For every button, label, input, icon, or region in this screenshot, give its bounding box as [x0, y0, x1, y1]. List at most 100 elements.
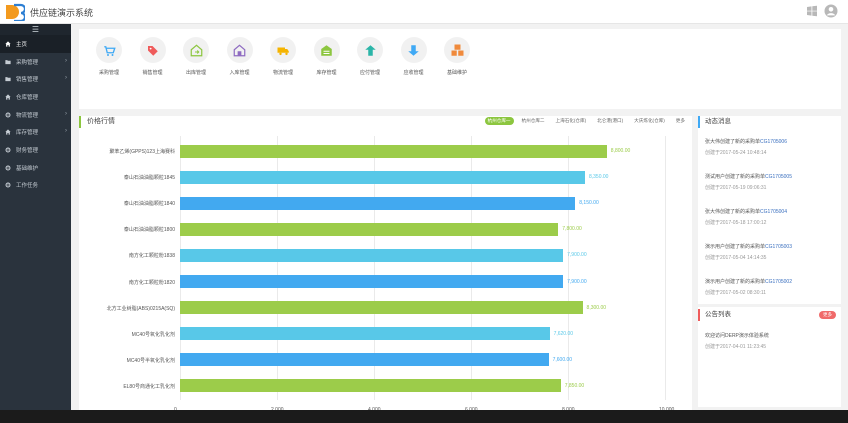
bar[interactable] — [180, 196, 576, 210]
toolbar-button-8[interactable]: 基础维护 — [437, 37, 477, 76]
news-order-link[interactable]: CG1705006 — [760, 139, 787, 145]
bar[interactable] — [180, 248, 564, 262]
toolbar-button-label: 采购管理 — [98, 70, 119, 76]
price-tabs: 杭州仓库一 杭州仓库二 上海石化(仓库) 北仑港(港口) 大庆炼化(仓库) 更多 — [484, 117, 688, 125]
bar-value-label: 8,350.00 — [588, 174, 609, 181]
bar-value-label: 7,600.00 — [552, 356, 573, 363]
sidebar-item-label: 物流管理 — [16, 112, 39, 119]
news-panel-title: 动态消息 — [698, 116, 731, 128]
sidebar: ☰ 主页 采购管理 › 销售管理 › 仓库管理 物流管理 › 库存管理 › 财务管理 基础维护 工作任务 — [0, 24, 71, 410]
x-gridline — [374, 136, 375, 400]
bar[interactable] — [180, 379, 561, 393]
toolbar-button-3[interactable]: 入库管理 — [220, 37, 260, 76]
bar-value-label: 7,800.00 — [562, 226, 582, 233]
sidebar-toggle-icon[interactable]: ☰ — [0, 24, 71, 35]
bar[interactable] — [180, 301, 583, 315]
bar[interactable] — [180, 353, 549, 367]
price-tab-2[interactable]: 上海石化(仓库) — [555, 118, 587, 123]
news-time: 创建于2017-05-02 08:30:11 — [705, 290, 767, 296]
bar[interactable] — [180, 222, 559, 236]
bar[interactable] — [180, 327, 550, 341]
news-text-prefix: 演示用户创建了新的采购单 — [705, 279, 766, 285]
news-item[interactable]: 演示用户创建了新的采购单CG1705003 创建于2017-05-04 14:14… — [705, 243, 837, 261]
price-tab-1[interactable]: 杭州仓库二 — [521, 118, 545, 123]
toolbar-button-1[interactable]: 销售管理 — [133, 37, 173, 76]
price-tab-3[interactable]: 北仑港(港口) — [597, 118, 624, 123]
sidebar-item-7[interactable]: 基础维护 — [0, 159, 71, 177]
toolbar-button-5[interactable]: 库存管理 — [307, 37, 347, 76]
announcement-time: 创建于2017-04-01 11:23:45 — [705, 344, 767, 350]
storage-icon — [313, 37, 340, 63]
chevron-right-icon: › — [65, 57, 67, 64]
home-icon — [5, 94, 11, 100]
toolbar-button-7[interactable]: 应收管理 — [394, 37, 434, 76]
bar-value-label: 7,850.00 — [564, 382, 585, 389]
sidebar-item-3[interactable]: 仓库管理 — [0, 88, 71, 106]
bar-category-label: MC40号氧化乳化剂 — [131, 331, 175, 338]
news-order-link[interactable]: CG1705005 — [765, 174, 792, 180]
windows-icon[interactable] — [806, 5, 818, 17]
toolbar-button-label: 应付管理 — [359, 70, 380, 76]
gear-icon — [5, 182, 11, 188]
toolbar-button-label: 应收管理 — [403, 70, 424, 76]
news-order-link[interactable]: CG1705002 — [765, 279, 792, 285]
news-time: 创建于2017-05-24 10:48:14 — [705, 150, 767, 156]
sidebar-item-label: 工作任务 — [16, 183, 39, 190]
bar-category-label: 南方化工颗粒粉1838 — [128, 253, 175, 260]
news-text: 张大伟创建了新的采购单CG1705006 — [705, 138, 837, 145]
announcement-panel-title: 公告列表 — [698, 309, 731, 321]
bar[interactable] — [180, 170, 585, 184]
price-tab-5[interactable]: 更多 — [675, 118, 685, 123]
announcement-item[interactable]: 欢迎访问DERP演示体验系统 创建于2017-04-01 11:23:45 — [705, 332, 769, 350]
sidebar-item-label: 采购管理 — [16, 59, 39, 66]
sidebar-item-5[interactable]: 库存管理 › — [0, 123, 71, 141]
toolbar-button-label: 基础维护 — [446, 70, 467, 76]
chevron-right-icon: › — [65, 128, 67, 135]
news-item[interactable]: 测试用户创建了新的采购单CG1705005 创建于2017-05-19 09:06… — [705, 173, 837, 191]
price-tab-4[interactable]: 大庆炼化(仓库) — [634, 118, 665, 123]
toolbar-button-6[interactable]: 应付管理 — [350, 37, 390, 76]
bar[interactable] — [180, 144, 607, 158]
news-order-link[interactable]: CG1705004 — [760, 209, 787, 215]
bar-value-label: 8,800.00 — [610, 148, 631, 154]
sidebar-item-2[interactable]: 销售管理 › — [0, 70, 71, 88]
warehouse-out-icon — [183, 37, 209, 63]
main-content: 采购管理 销售管理 出库管理 入库管理 物流管理 库存管理 应付管理 应收管理 基础维护 价格行… — [71, 24, 848, 414]
news-item[interactable]: 张大伟创建了新的采购单CG1705006 创建于2017-05-24 10:48:… — [705, 138, 837, 156]
news-item[interactable]: 张大伟创建了新的采购单CG1705004 创建于2017-05-18 17:00:… — [705, 208, 837, 226]
price-tab-0[interactable]: 杭州仓库一 — [484, 117, 514, 125]
user-avatar-icon[interactable] — [824, 4, 838, 18]
warehouse-in-icon — [226, 37, 253, 63]
price-panel-title: 价格行情 — [79, 116, 115, 128]
quick-toolbar: 采购管理 销售管理 出库管理 入库管理 物流管理 库存管理 应付管理 应收管理 基础维护 — [79, 29, 841, 109]
folder-icon — [5, 59, 11, 65]
x-gridline — [568, 136, 569, 400]
bar-value-label: 7,620.00 — [553, 330, 574, 337]
footer-bar — [0, 410, 848, 423]
news-order-link[interactable]: CG1705003 — [765, 244, 792, 250]
announcement-panel: 公告列表 更多 欢迎访问DERP演示体验系统 创建于2017-04-01 11:… — [698, 307, 841, 407]
sidebar-item-label: 仓库管理 — [16, 94, 39, 101]
sidebar-item-8[interactable]: 工作任务 — [0, 177, 71, 195]
abc-icon — [444, 37, 470, 63]
sidebar-item-label: 基础维护 — [16, 165, 39, 172]
chevron-right-icon: › — [65, 110, 67, 117]
sidebar-item-1[interactable]: 采购管理 › — [0, 53, 71, 71]
toolbar-button-0[interactable]: 采购管理 — [89, 37, 129, 76]
price-chart-panel: 价格行情 杭州仓库一 杭州仓库二 上海石化(仓库) 北仑港(港口) 大庆炼化(仓库) 更多… — [79, 116, 692, 414]
chevron-right-icon: › — [65, 75, 67, 82]
news-item[interactable]: 演示用户创建了新的采购单CG1705002 创建于2017-05-02 08:30… — [705, 278, 837, 296]
bar[interactable] — [180, 275, 564, 288]
sidebar-item-4[interactable]: 物流管理 › — [0, 106, 71, 124]
bar-category-label: MC40号半氧化乳化剂 — [126, 357, 175, 364]
folder-icon — [5, 76, 11, 82]
bar-category-label: 泰山石油油脂颗粒1845 — [123, 175, 175, 182]
news-time: 创建于2017-05-04 14:14:35 — [705, 255, 767, 261]
cart-icon — [96, 37, 122, 63]
sidebar-item-6[interactable]: 财务管理 — [0, 141, 71, 159]
toolbar-button-4[interactable]: 物流管理 — [263, 37, 303, 76]
toolbar-button-2[interactable]: 出库管理 — [176, 37, 216, 76]
announcement-more-button[interactable]: 更多 — [819, 311, 836, 319]
news-text: 张大伟创建了新的采购单CG1705004 — [705, 208, 837, 215]
sidebar-item-0[interactable]: 主页 — [0, 35, 71, 53]
